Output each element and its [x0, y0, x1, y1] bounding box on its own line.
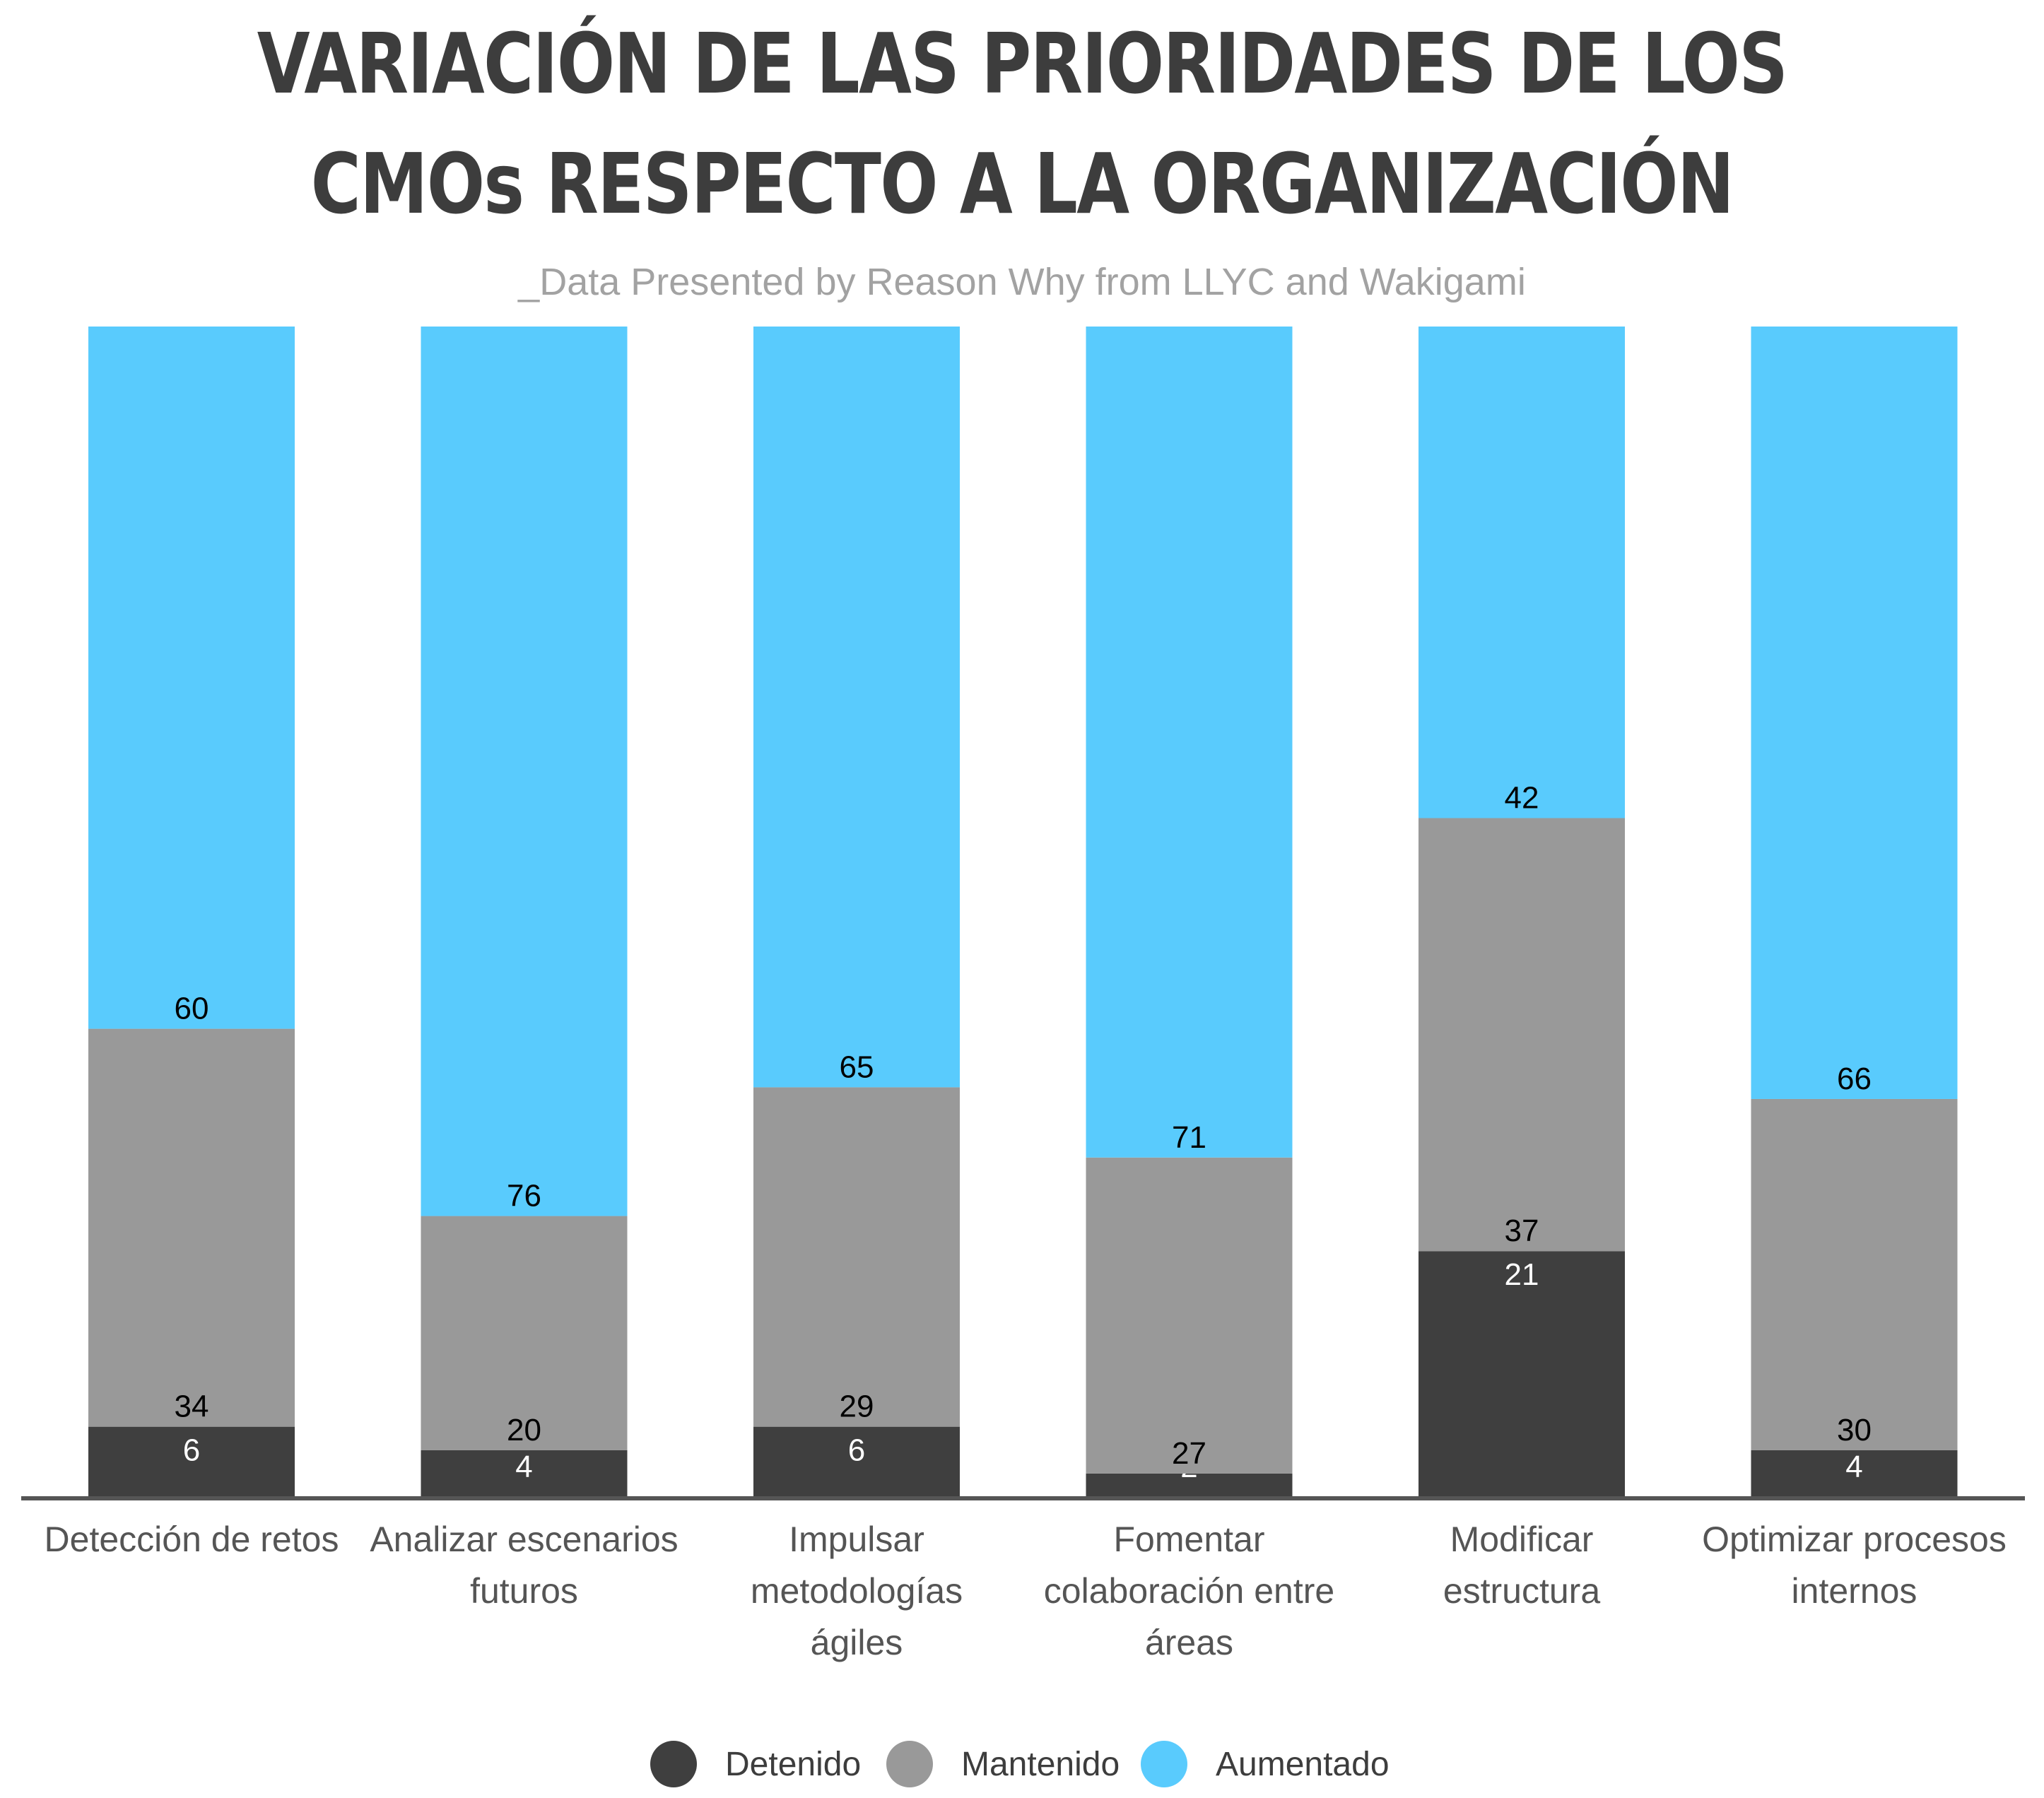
bar-segment-mantenido	[421, 1216, 628, 1450]
category-label: futuros	[470, 1571, 578, 1611]
category-label: áreas	[1145, 1623, 1233, 1662]
category-label: Detección de retos	[45, 1520, 339, 1559]
bar-segment-aumentado	[421, 327, 628, 1216]
category-label: ágiles	[811, 1623, 903, 1662]
data-label-detenido: 6	[183, 1433, 200, 1468]
legend-swatch	[1141, 1741, 1187, 1787]
category-label: colaboración entre	[1044, 1571, 1334, 1611]
bar-segment-mantenido	[753, 1087, 960, 1427]
bar-segment-detenido	[88, 1426, 295, 1497]
bar-segment-aumentado	[1751, 327, 1958, 1099]
chart-legend: Detenido Mantenido Aumentado	[0, 1730, 2044, 1798]
data-label-detenido: 6	[848, 1433, 865, 1468]
bar-segment-mantenido	[1086, 1157, 1293, 1474]
bar-segment-detenido	[1419, 1251, 1625, 1497]
category-label: metodologías	[751, 1571, 963, 1611]
data-label-detenido: 21	[1505, 1257, 1539, 1292]
chart-title-line-2: CMOs RESPECTO A LA ORGANIZACIÓN	[310, 135, 1734, 233]
data-label-aumentado: 60	[175, 992, 209, 1026]
bar-segment-detenido	[1086, 1473, 1293, 1497]
data-label-mantenido: 30	[1837, 1413, 1872, 1447]
chart-title-line-1: VARIACIÓN DE LAS PRIORIDADES DE LOS	[257, 15, 1788, 112]
data-label-mantenido: 20	[507, 1413, 541, 1447]
data-label-detenido: 4	[515, 1450, 532, 1484]
legend-label: Mantenido	[961, 1745, 1120, 1783]
legend-swatch	[650, 1741, 697, 1787]
legend-item-aumentado: Aumentado	[1141, 1730, 1390, 1798]
legend-item-detenido: Detenido	[650, 1730, 861, 1798]
bar-segment-aumentado	[88, 327, 295, 1029]
category-label: Modificar	[1450, 1520, 1594, 1559]
data-label-aumentado: 76	[507, 1179, 541, 1214]
category-label: Optimizar procesos	[1702, 1520, 2007, 1559]
legend-item-mantenido: Mantenido	[886, 1730, 1120, 1798]
data-label-mantenido: 34	[175, 1389, 209, 1424]
data-label-detenido: 4	[1845, 1450, 1862, 1484]
bar-segment-mantenido	[1751, 1098, 1958, 1450]
chart-subtitle: _Data Presented by Reason Why from LLYC …	[518, 261, 1526, 303]
bar-segment-aumentado	[1419, 327, 1625, 818]
bar-segment-detenido	[421, 1450, 628, 1497]
data-label-aumentado: 71	[1172, 1120, 1206, 1155]
legend-label: Detenido	[725, 1745, 862, 1783]
bar-segment-mantenido	[88, 1028, 295, 1427]
data-label-aumentado: 66	[1837, 1062, 1872, 1096]
data-label-aumentado: 65	[840, 1050, 874, 1084]
data-label-mantenido: 29	[840, 1389, 874, 1424]
bar-segment-aumentado	[1086, 327, 1293, 1158]
bar-segment-aumentado	[753, 327, 960, 1088]
category-label: Analizar escenarios	[370, 1520, 678, 1559]
data-label-mantenido: 37	[1505, 1214, 1539, 1248]
category-label: estructura	[1443, 1571, 1601, 1611]
bar-segment-detenido	[753, 1426, 960, 1497]
category-label: Impulsar	[789, 1520, 924, 1559]
category-label: Fomentar	[1114, 1520, 1265, 1559]
legend-swatch	[886, 1741, 933, 1787]
bar-segment-mantenido	[1419, 818, 1625, 1252]
legend-label: Aumentado	[1216, 1745, 1390, 1783]
category-label: internos	[1792, 1571, 1917, 1611]
bar-segment-detenido	[1751, 1450, 1958, 1497]
data-label-aumentado: 42	[1505, 781, 1539, 816]
data-label-mantenido: 27	[1172, 1436, 1206, 1471]
